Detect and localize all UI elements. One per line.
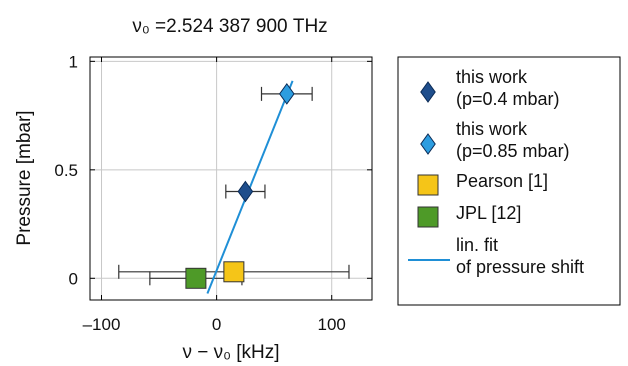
x-tick-label: –100	[83, 315, 121, 334]
legend-label: of pressure shift	[456, 257, 584, 277]
y-axis-label: Pressure [mbar]	[14, 110, 35, 245]
data-point-diamond	[237, 180, 254, 203]
plot-frame	[89, 56, 373, 301]
y-tick-label: 0.5	[54, 161, 78, 180]
legend-marker-square	[417, 174, 439, 196]
legend-label: lin. fit	[456, 235, 498, 255]
legend-label: this work	[456, 67, 528, 87]
x-tick-label: 100	[318, 315, 346, 334]
data-point-square	[223, 261, 245, 283]
legend-box	[397, 56, 621, 306]
legend-marker-square	[417, 206, 439, 228]
legend: this work(p=0.4 mbar)this work(p=0.85 mb…	[397, 56, 621, 306]
legend-label: JPL [12]	[456, 203, 521, 223]
x-axis-label: ν − ν₀ [kHz]	[182, 342, 279, 363]
plot-area: –100 0 100 0 0.5 1	[54, 52, 373, 334]
chart-title: ν₀ =2.524 387 900 THz	[132, 16, 327, 37]
y-tick-label: 0	[69, 269, 78, 288]
legend-marker-diamond	[420, 133, 436, 155]
legend-label: (p=0.85 mbar)	[456, 141, 570, 161]
data-point-square	[185, 267, 207, 289]
y-tick-label: 1	[69, 52, 78, 71]
legend-label: Pearson [1]	[456, 171, 548, 191]
x-tick-label: 0	[212, 315, 221, 334]
legend-label: this work	[456, 119, 528, 139]
legend-marker-diamond	[420, 81, 436, 103]
legend-label: (p=0.4 mbar)	[456, 89, 560, 109]
data-point-diamond	[279, 83, 295, 105]
